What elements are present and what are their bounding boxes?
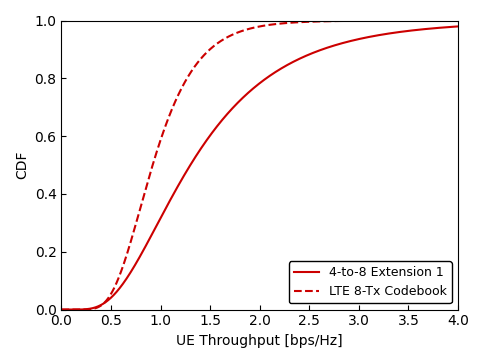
LTE 8-Tx Codebook (99, 303, 105, 307)
Line: LTE 8-Tx Codebook: LTE 8-Tx Codebook (61, 21, 458, 310)
4-to-8 Extension 1 (331, 44, 337, 48)
LTE 8-Tx Codebook (331, 19, 337, 23)
4-to-8 Extension 1 (233, 102, 239, 107)
LTE 8-Tx Codebook (219, 38, 225, 42)
Y-axis label: CDF: CDF (15, 151, 29, 179)
Legend: 4-to-8 Extension 1, LTE 8-Tx Codebook: 4-to-8 Extension 1, LTE 8-Tx Codebook (289, 261, 452, 303)
4-to-8 Extension 1 (59, 307, 64, 312)
4-to-8 Extension 1 (219, 118, 225, 123)
4-to-8 Extension 1 (368, 34, 374, 39)
LTE 8-Tx Codebook (455, 19, 461, 23)
4-to-8 Extension 1 (99, 302, 105, 307)
LTE 8-Tx Codebook (59, 307, 64, 312)
4-to-8 Extension 1 (375, 33, 381, 37)
LTE 8-Tx Codebook (368, 19, 374, 23)
X-axis label: UE Throughput [bps/Hz]: UE Throughput [bps/Hz] (177, 334, 343, 348)
LTE 8-Tx Codebook (375, 19, 381, 23)
LTE 8-Tx Codebook (233, 31, 239, 35)
Line: 4-to-8 Extension 1: 4-to-8 Extension 1 (61, 26, 458, 310)
4-to-8 Extension 1 (455, 24, 461, 29)
